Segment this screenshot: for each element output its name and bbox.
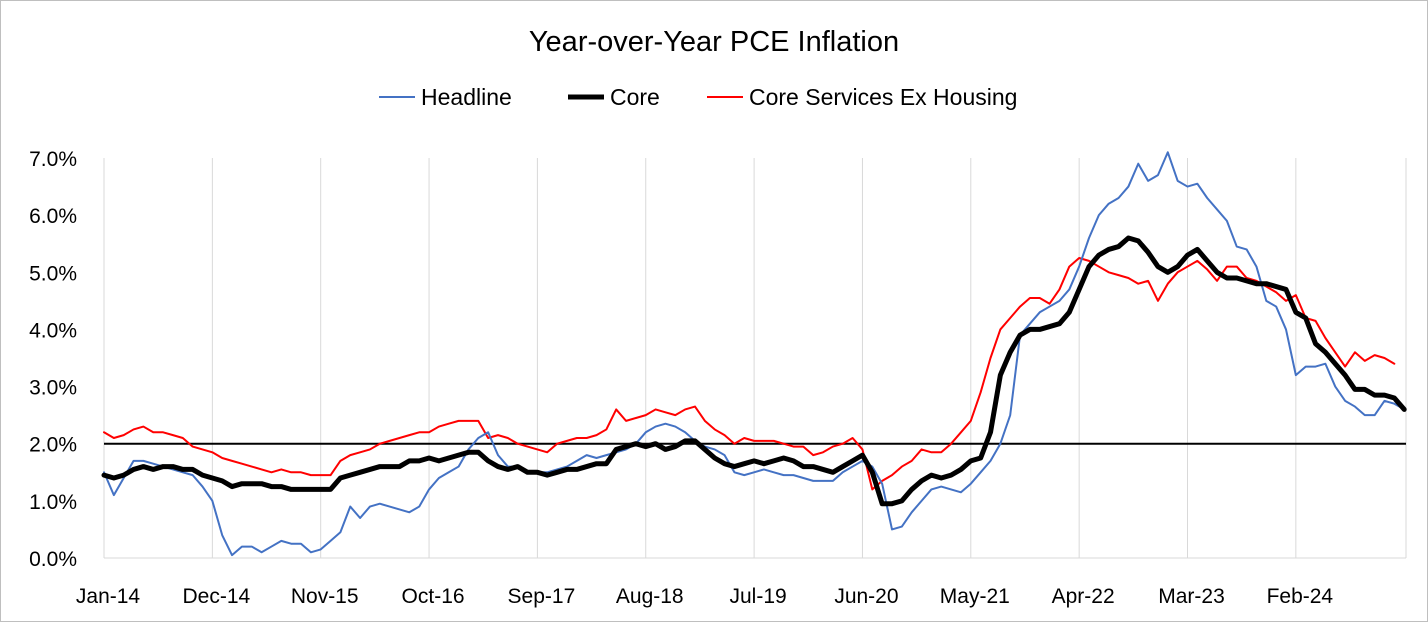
legend: Headline Core Core Services Ex Housing <box>379 84 1017 110</box>
series-lines <box>101 151 1407 557</box>
y-tick-label: 6.0% <box>29 205 77 228</box>
y-tick-label: 7.0% <box>29 148 77 171</box>
x-tick-label: Dec-14 <box>182 585 250 608</box>
y-axis-ticks: 0.0% 1.0% 2.0% 3.0% 4.0% 5.0% 6.0% 7.0% <box>29 148 77 571</box>
x-tick-label: Nov-15 <box>291 585 359 608</box>
legend-label-core-services: Core Services Ex Housing <box>749 84 1017 110</box>
vertical-gridlines <box>103 158 1407 558</box>
x-tick-label: May-21 <box>940 585 1010 608</box>
x-tick-label: Jul-19 <box>729 585 786 608</box>
x-axis-ticks: Jan-14 Dec-14 Nov-15 Oct-16 Sep-17 Aug-18 Jul-… <box>76 585 1334 608</box>
legend-label-core: Core <box>610 84 660 110</box>
series-line-core <box>101 235 1407 507</box>
y-tick-label: 3.0% <box>29 377 77 400</box>
x-tick-label: Apr-22 <box>1052 585 1115 608</box>
x-tick-label: Jun-20 <box>834 585 898 608</box>
series-line-core-services <box>103 257 1396 491</box>
legend-label-headline: Headline <box>421 84 512 110</box>
x-tick-label: Jan-14 <box>76 585 141 608</box>
x-tick-label: Feb-24 <box>1267 585 1334 608</box>
y-tick-label: 1.0% <box>29 491 77 514</box>
x-tick-label: Aug-18 <box>616 585 684 608</box>
y-tick-label: 5.0% <box>29 262 77 285</box>
y-tick-label: 0.0% <box>29 548 77 571</box>
y-tick-label: 2.0% <box>29 434 77 457</box>
x-tick-label: Oct-16 <box>402 585 465 608</box>
x-tick-label: Mar-23 <box>1158 585 1225 608</box>
series-line-headline <box>103 151 1406 557</box>
chart-title: Year-over-Year PCE Inflation <box>529 26 899 58</box>
x-tick-label: Sep-17 <box>508 585 576 608</box>
y-tick-label: 4.0% <box>29 319 77 342</box>
